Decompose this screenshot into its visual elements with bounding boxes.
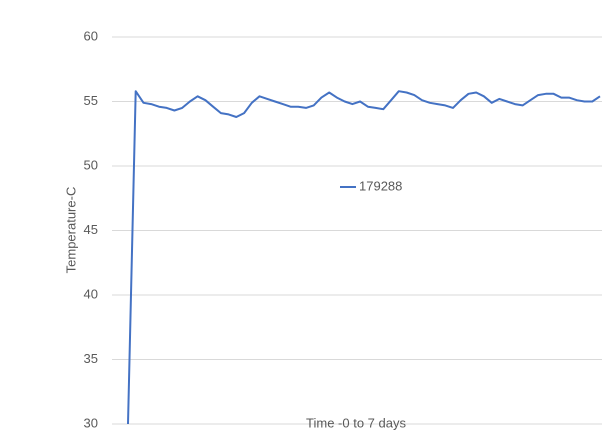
y-tick-label: 50 bbox=[84, 157, 98, 172]
x-axis-title: Time -0 to 7 days bbox=[306, 415, 406, 430]
y-tick-label: 30 bbox=[84, 415, 98, 430]
y-tick-label: 60 bbox=[84, 28, 98, 43]
y-tick-label: 35 bbox=[84, 351, 98, 366]
y-tick-label: 55 bbox=[84, 93, 98, 108]
y-tick-label: 40 bbox=[84, 286, 98, 301]
y-tick-label: 45 bbox=[84, 222, 98, 237]
data-line bbox=[127, 90, 601, 425]
y-axis-title: Temperature-C bbox=[63, 187, 78, 274]
legend-label: 179288 bbox=[359, 178, 402, 193]
